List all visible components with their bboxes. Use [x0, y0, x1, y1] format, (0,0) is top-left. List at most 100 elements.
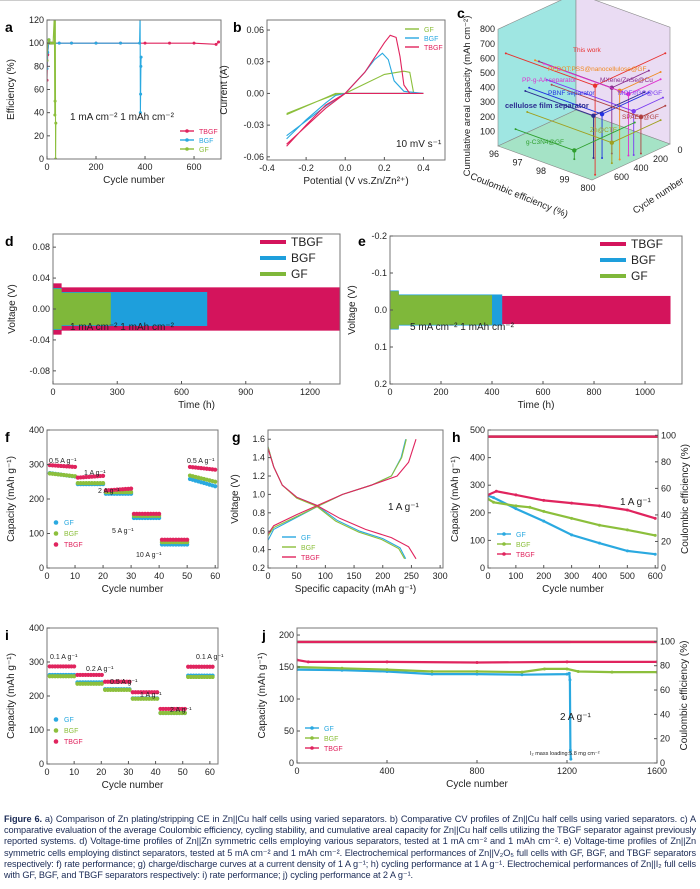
series-line	[268, 439, 407, 560]
data-point	[565, 672, 569, 676]
y-axis-label: Voltage (V)	[347, 285, 358, 334]
legend-label: GF	[424, 27, 434, 34]
y-tick-label: 200	[279, 630, 294, 640]
legend-label: GF	[301, 535, 311, 542]
panel-letter: a	[5, 19, 13, 35]
data-point	[139, 55, 143, 59]
legend-item-gf: GF	[260, 267, 308, 281]
legend-label: BGF	[291, 251, 316, 265]
series-bgf	[488, 435, 658, 537]
x-tick-label: 96	[489, 149, 499, 159]
data-point	[47, 38, 51, 42]
x-tick-label: 20	[96, 767, 106, 777]
x-tick-label: 400	[592, 571, 607, 581]
plot-area	[53, 283, 340, 335]
panel-a: 0 200 400 600 0 20 40 60 80 100 120 Cycle number Eff…	[5, 15, 222, 186]
projection-point	[534, 59, 537, 62]
legend-label: TBGF	[516, 552, 535, 559]
legend-item-gf: GF	[282, 535, 311, 542]
series-line	[47, 20, 57, 159]
y-tick-label: 600	[614, 172, 629, 182]
series-bgf	[47, 20, 143, 115]
legend-item-bgf: BGF	[53, 728, 78, 735]
y-axis-label: Capacity (mAh g⁻¹)	[6, 653, 17, 739]
projection-line	[601, 92, 650, 115]
z-tick-label: 500	[480, 68, 495, 78]
data-point	[72, 664, 77, 669]
data-point	[155, 696, 160, 701]
projection-point	[633, 121, 636, 124]
panel-f: 0 10 20 30 40 50 60 0 100 200 300 400 Cycle number Ca…	[5, 425, 220, 595]
x-tick-label: 600	[187, 162, 202, 172]
legend-label: BGF	[64, 531, 78, 538]
legend-label: GF	[199, 147, 209, 154]
legend-item-bgf: BGF	[497, 542, 530, 549]
x-tick-label: 0	[387, 387, 392, 397]
y-tick-label: 0.0	[374, 305, 387, 315]
series-tbgf	[47, 463, 218, 542]
point-label: This work	[573, 47, 602, 54]
y2-tick-label: 40	[661, 510, 671, 520]
data-point	[57, 41, 61, 45]
y-tick-label: 0.04	[32, 273, 50, 283]
series-bgf	[268, 439, 407, 560]
x-axis-label: Potential (V vs.Zn/Zn²⁺)	[303, 176, 408, 187]
plot-frame	[267, 429, 444, 569]
data-point	[653, 516, 657, 520]
x-tick-label: 500	[620, 571, 635, 581]
y2-tick-label: 60	[661, 483, 671, 493]
x-tick-label: 1200	[300, 387, 320, 397]
panel-g: 0 50 100 150 200 250 300 0.2 0.4 0.6 0.8 1.0 1.2 1.4 1…	[230, 429, 448, 595]
legend-label: TBGF	[424, 45, 443, 52]
plot-area	[47, 664, 215, 716]
series-gf	[53, 288, 111, 330]
y-tick-label: 0.2	[374, 379, 387, 389]
projection-point	[627, 154, 630, 157]
projection-line	[505, 52, 596, 87]
x-tick-label: 200	[88, 162, 103, 172]
series-tbgf	[47, 40, 221, 82]
data-point	[626, 91, 631, 97]
projection-line	[619, 71, 661, 92]
data-point	[182, 710, 187, 716]
y-tick-label: 300	[29, 657, 44, 667]
legend-marker	[502, 532, 506, 536]
data-point	[54, 121, 58, 125]
data-point	[100, 481, 106, 486]
data-point	[214, 42, 218, 46]
x-tick-label: 300	[110, 387, 125, 397]
floor	[497, 109, 671, 181]
data-point	[625, 549, 629, 553]
legend-marker	[310, 746, 314, 750]
y-tick-label: 100	[29, 38, 44, 48]
panel-letter: c	[457, 5, 465, 21]
x-tick-label: 20	[98, 571, 108, 581]
data-point	[492, 496, 496, 500]
legend-label: TBGF	[301, 555, 320, 562]
plot-frame	[487, 429, 659, 569]
data-point	[430, 672, 434, 676]
data-point	[520, 670, 524, 674]
projection-point	[664, 104, 667, 107]
projection-point	[542, 62, 545, 65]
x-tick-label: 0.0	[339, 163, 352, 173]
x-tick-label: 50	[178, 767, 188, 777]
data-point	[72, 464, 78, 470]
data-point-group	[528, 86, 650, 159]
x-tick-label: 0.4	[417, 163, 430, 173]
projection-point	[661, 96, 664, 99]
legend-label: GF	[631, 269, 648, 283]
projection-point	[592, 157, 595, 160]
series-tbgf	[286, 34, 424, 147]
projection-point	[659, 119, 662, 122]
data-point	[514, 493, 518, 497]
voltage-band	[390, 295, 493, 325]
y-tick-label: 400	[470, 453, 485, 463]
panel-letter: b	[233, 19, 242, 35]
legend-item-tbgf: TBGF	[405, 45, 443, 52]
y-tick-label: 60	[34, 85, 44, 95]
data-point	[99, 672, 104, 678]
projection-point	[504, 52, 507, 55]
projection-line	[543, 63, 629, 95]
legend-item-gf: GF	[53, 717, 74, 724]
